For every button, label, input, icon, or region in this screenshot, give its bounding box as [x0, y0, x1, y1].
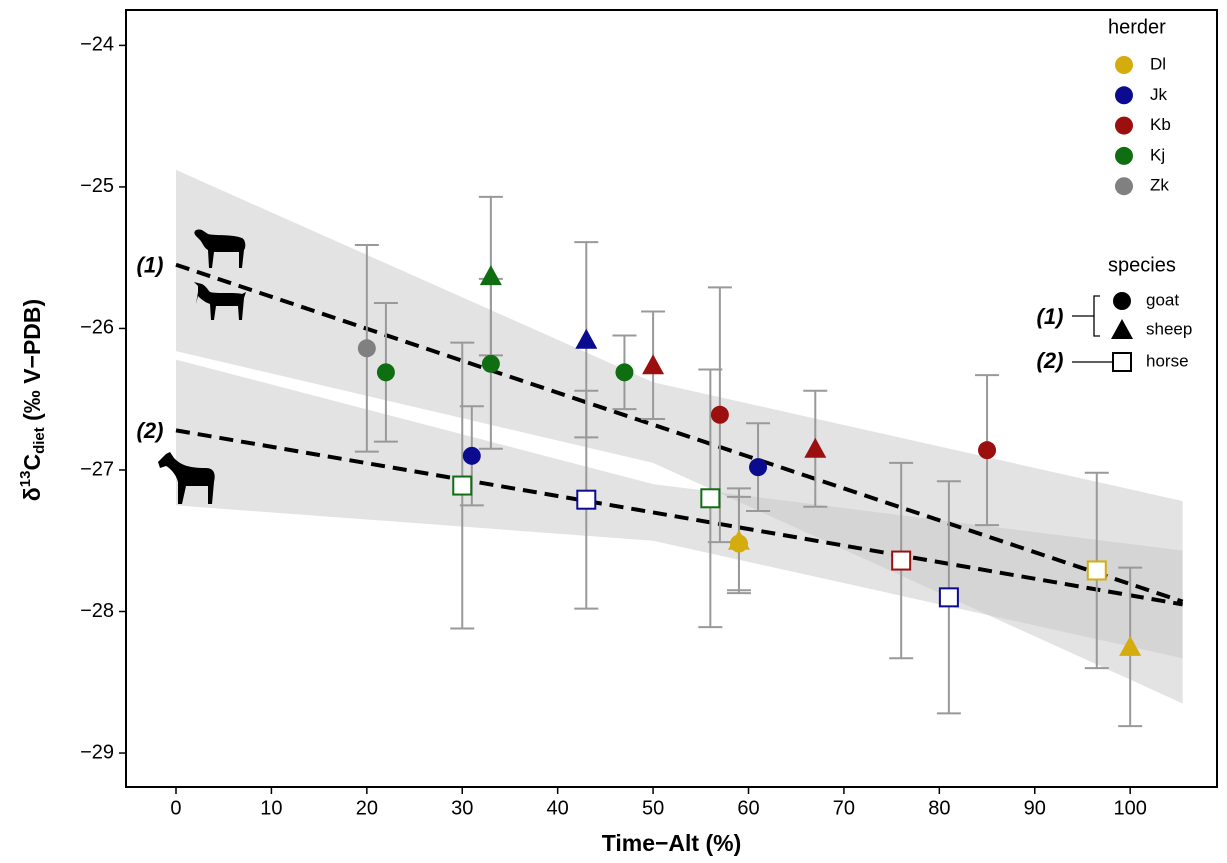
x-tick-label: 60 — [737, 797, 759, 819]
x-tick-label: 0 — [170, 797, 181, 819]
x-tick-label: 70 — [833, 797, 855, 819]
x-tick-label: 10 — [260, 797, 282, 819]
y-tick-label: −24 — [80, 34, 114, 56]
fit-label: (2) — [137, 418, 164, 443]
legend-title: species — [1108, 254, 1176, 276]
point — [615, 363, 634, 382]
legend-group-label: (1) — [1037, 304, 1064, 329]
x-tick-label: 30 — [451, 797, 473, 819]
y-axis-label: δ13Cdiet (‰ V−PDB) — [17, 299, 48, 501]
plot-frame — [125, 9, 1218, 788]
horse-icon — [158, 452, 215, 504]
legend-swatch — [1115, 56, 1133, 74]
legend-swatch — [1115, 86, 1133, 105]
legend-label: Kb — [1150, 115, 1171, 134]
point — [479, 265, 502, 286]
point — [642, 354, 665, 375]
point — [749, 458, 768, 477]
point — [376, 363, 395, 382]
legend-swatch — [1112, 352, 1132, 372]
y-tick-label: −28 — [80, 600, 114, 622]
y-axis-label-part: (‰ V−PDB) — [19, 299, 45, 427]
fit-label: (1) — [137, 253, 164, 278]
legend-swatch — [1111, 319, 1133, 339]
point — [576, 489, 597, 510]
y-tick-label: −26 — [80, 317, 114, 339]
point — [481, 354, 500, 373]
legend-label: horse — [1146, 351, 1189, 370]
x-tick-label: 20 — [356, 797, 378, 819]
legend-group-label: (2) — [1037, 348, 1064, 373]
y-axis-label-part: 13 — [17, 471, 34, 488]
point — [804, 437, 827, 458]
y-tick-label: −29 — [80, 741, 114, 763]
legend-title: herder — [1108, 16, 1166, 38]
legend-label: sheep — [1146, 319, 1192, 338]
x-tick-label: 100 — [1113, 797, 1146, 819]
point — [938, 587, 959, 608]
y-axis-label-part: δ — [19, 487, 45, 501]
fit-line — [175, 428, 1183, 607]
goat-icon — [194, 282, 246, 320]
legend-label: Kj — [1150, 145, 1165, 164]
point — [727, 529, 750, 550]
plot-area — [175, 169, 1183, 704]
x-tick-label: 50 — [642, 797, 664, 819]
legend-bracket — [1072, 295, 1112, 363]
point — [357, 339, 376, 358]
x-tick-label: 40 — [547, 797, 569, 819]
x-axis-label: Time−Alt (%) — [602, 830, 742, 856]
point — [710, 405, 729, 424]
confidence-band — [175, 359, 1183, 659]
legend-label: Dl — [1150, 54, 1166, 73]
point — [452, 475, 473, 496]
legend-swatch — [1115, 177, 1133, 196]
point — [1119, 635, 1142, 656]
legend-label: goat — [1146, 290, 1179, 309]
y-tick-label: −25 — [80, 175, 114, 197]
x-tick-label: 80 — [928, 797, 950, 819]
point — [1086, 560, 1107, 581]
point — [978, 441, 997, 460]
point — [700, 488, 721, 509]
point — [462, 446, 481, 465]
sheep-icon — [194, 229, 246, 268]
legend-label: Jk — [1150, 85, 1168, 104]
y-tick-label: −27 — [80, 458, 114, 480]
x-tick-label: 90 — [1024, 797, 1046, 819]
point — [891, 550, 912, 571]
y-axis-label-part: C — [19, 454, 45, 471]
fit-line — [175, 262, 1184, 604]
legend-label: Zk — [1150, 176, 1169, 195]
legend-swatch — [1115, 116, 1133, 135]
point — [575, 328, 598, 349]
legend-swatch — [1113, 292, 1131, 310]
y-axis-label-part: diet — [31, 427, 48, 454]
legend-swatch — [1115, 146, 1133, 165]
